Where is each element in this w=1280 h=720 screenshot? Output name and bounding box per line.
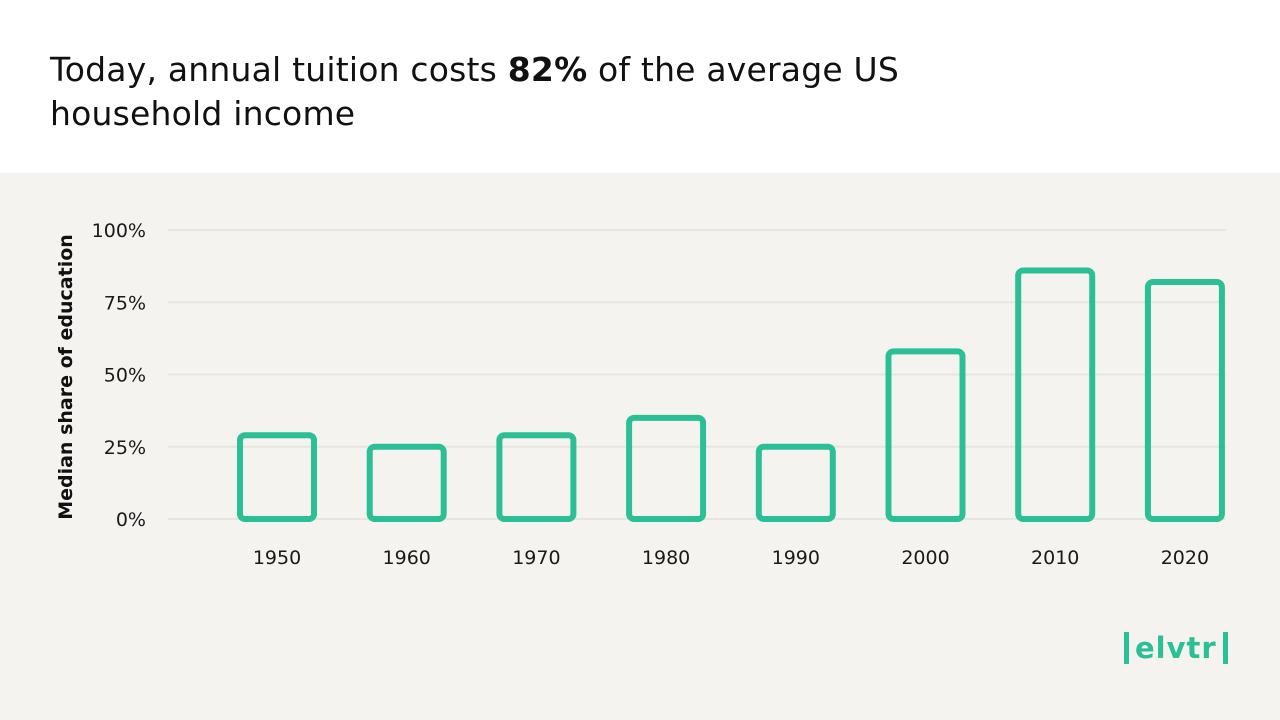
x-tick-label: 1950 — [253, 547, 301, 569]
x-tick-label: 1990 — [772, 547, 820, 569]
title-text-before: Today, annual tuition costs — [50, 50, 508, 89]
y-tick-label: 25% — [104, 437, 146, 459]
bar-1960 — [366, 443, 447, 522]
y-tick-label: 75% — [104, 292, 146, 314]
x-tick-label: 2000 — [901, 547, 949, 569]
x-tick-label: 1960 — [383, 547, 431, 569]
bar-2020 — [1144, 279, 1225, 522]
x-tick-labels: 1950 1960 1970 1980 1990 2000 2010 2020 — [253, 547, 1209, 569]
header: Today, annual tuition costs 82% of the a… — [0, 0, 1280, 173]
bar-1990 — [755, 443, 836, 522]
bar-1970 — [496, 432, 577, 522]
title-highlight: 82% — [507, 50, 588, 89]
y-tick-labels: 0% 25% 50% 75% 100% — [92, 220, 146, 531]
x-tick-label: 2020 — [1161, 547, 1209, 569]
title-text-after: of the average US household income — [50, 50, 900, 133]
x-tick-label: 1970 — [512, 547, 560, 569]
logo-bar-left — [1124, 632, 1129, 664]
elvtr-logo: elvtr — [1118, 630, 1234, 666]
y-axis-label: Median share of education — [55, 234, 77, 520]
x-tick-label: 1980 — [642, 547, 690, 569]
logo-text: elvtr — [1135, 631, 1217, 665]
bar-2000 — [885, 348, 966, 522]
y-tick-label: 100% — [92, 220, 146, 242]
bar-1980 — [626, 414, 707, 523]
bars — [237, 267, 1225, 523]
chart-title: Today, annual tuition costs 82% of the a… — [50, 48, 1050, 136]
x-tick-label: 2010 — [1031, 547, 1079, 569]
bar-2010 — [1015, 267, 1096, 522]
y-tick-label: 50% — [104, 365, 146, 387]
y-tick-label: 0% — [116, 509, 146, 531]
logo-bar-right — [1222, 632, 1228, 664]
bar-1950 — [237, 432, 317, 522]
